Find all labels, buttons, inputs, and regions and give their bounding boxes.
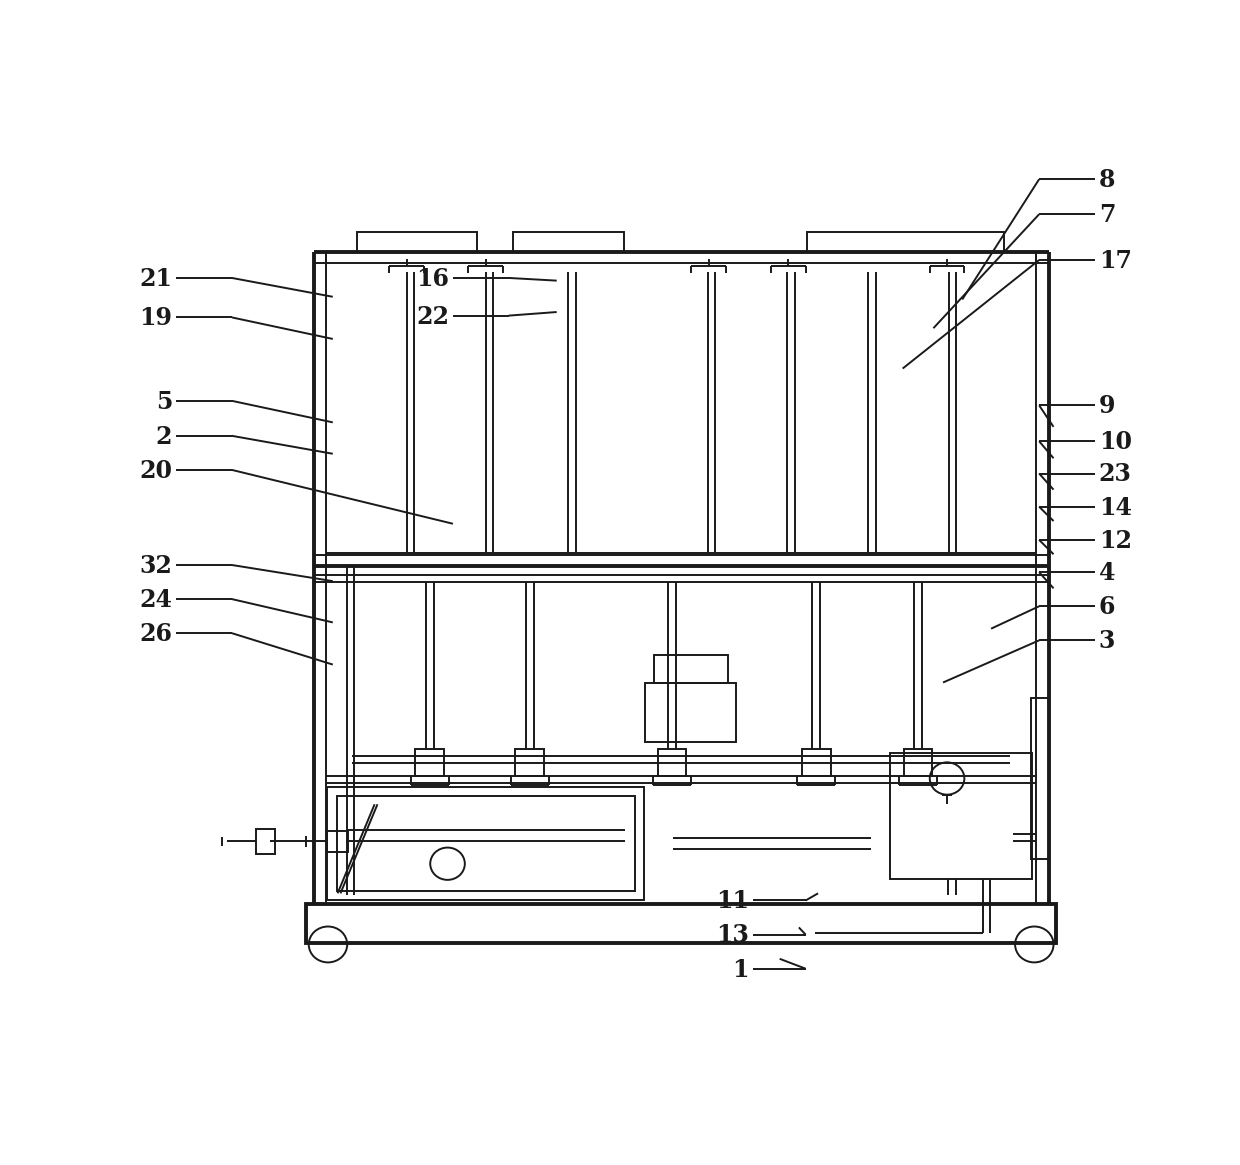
Text: 12: 12: [1099, 529, 1132, 552]
Bar: [802, 749, 831, 776]
Bar: [306, 904, 1056, 942]
Text: 1: 1: [733, 958, 749, 982]
Bar: [327, 831, 348, 852]
Bar: [1032, 698, 1049, 860]
Bar: [890, 754, 1033, 878]
Text: 24: 24: [139, 588, 172, 612]
Bar: [336, 797, 635, 890]
Text: 3: 3: [1099, 629, 1115, 654]
Bar: [806, 232, 1003, 252]
Bar: [513, 232, 624, 252]
Text: 21: 21: [139, 267, 172, 291]
Text: 26: 26: [139, 622, 172, 647]
Bar: [255, 828, 275, 854]
Bar: [645, 684, 737, 742]
Text: 23: 23: [1099, 463, 1132, 487]
Text: 7: 7: [1099, 203, 1115, 227]
Bar: [327, 788, 644, 899]
Text: 11: 11: [715, 889, 749, 913]
Text: 8: 8: [1099, 168, 1115, 192]
Text: 16: 16: [417, 267, 449, 291]
Bar: [904, 749, 932, 776]
Text: 13: 13: [715, 924, 749, 947]
Text: 20: 20: [139, 459, 172, 482]
Bar: [415, 749, 444, 776]
Text: 17: 17: [1099, 249, 1132, 273]
Text: 2: 2: [156, 425, 172, 449]
Text: 32: 32: [139, 553, 172, 578]
Text: 22: 22: [417, 304, 449, 329]
Text: 14: 14: [1099, 495, 1132, 520]
Text: 6: 6: [1099, 595, 1115, 619]
Text: 10: 10: [1099, 430, 1132, 454]
Text: 4: 4: [1099, 562, 1115, 585]
Bar: [653, 655, 728, 684]
Text: 19: 19: [139, 306, 172, 331]
Text: 5: 5: [156, 390, 172, 414]
Bar: [357, 232, 477, 252]
Bar: [516, 749, 544, 776]
Text: 9: 9: [1099, 394, 1115, 418]
Bar: [657, 749, 687, 776]
